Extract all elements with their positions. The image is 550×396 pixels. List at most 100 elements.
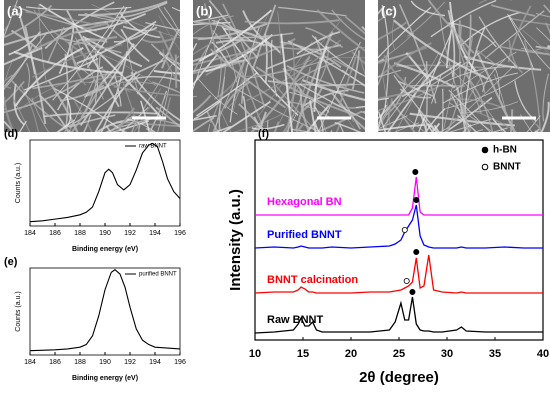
fiber [351,51,365,65]
fiber [338,123,344,132]
series-line [254,254,543,294]
fiber [520,114,533,132]
fiber [278,6,347,17]
series-line [29,142,181,223]
fiber [331,57,365,59]
fiber [302,18,343,64]
fiber [267,80,354,87]
legend-label: purified BNNT [139,272,177,278]
x-tick-label: 10 [249,348,261,360]
fiber [158,15,180,52]
fiber [194,21,252,36]
fiber [4,32,48,88]
fiber [26,6,132,11]
fiber [223,27,282,54]
fiber [4,4,53,39]
fiber [464,73,494,132]
fiber [378,124,425,132]
fiber [335,120,342,132]
fiber [478,0,512,5]
x-tick-label: 40 [537,348,549,360]
fiber [295,122,305,132]
fiber [299,89,311,132]
fiber [84,38,163,119]
fiber [536,123,543,132]
fiber [197,78,238,115]
fiber [205,42,260,76]
x-tick-label: 15 [297,348,309,360]
fiber [222,3,266,109]
fiber [545,22,550,35]
fiber [345,117,358,132]
fiber [13,5,97,32]
fiber [251,123,285,130]
peak-marker [403,277,410,284]
fiber [482,58,506,92]
panel-label: (b) [196,3,213,18]
fiber [111,120,150,132]
fiber [475,111,518,132]
x-tick-label: 194 [149,359,161,366]
fiber [378,69,402,78]
fiber [158,30,180,79]
x-axis-label: 2θ (degree) [359,369,439,386]
fiber [507,13,535,70]
fiber [264,33,268,83]
fiber [140,37,175,44]
fiber [161,28,180,69]
fiber [4,58,14,85]
fiber [382,75,392,132]
fiber [359,57,365,76]
fiber [398,3,437,104]
fiber [448,102,494,132]
x-tick-label: 192 [124,230,136,237]
fiber [174,54,178,88]
fiber [235,87,321,132]
x-tick-label: 186 [49,359,61,366]
fibers [378,0,550,132]
fiber [162,49,177,80]
fiber [108,81,177,92]
fiber [431,74,442,104]
fiber [79,43,135,127]
fiber [84,12,131,22]
x-tick-label: 186 [49,230,61,237]
x-tick-label: 188 [74,359,86,366]
sem-image: (b) [193,0,365,132]
fiber [290,128,313,132]
fiber [509,15,550,70]
fiber [393,74,438,132]
fiber [199,9,273,62]
fiber [391,101,416,132]
fiber [314,106,324,132]
fiber [4,47,43,66]
fiber [72,12,146,34]
x-tick-label: 194 [149,230,161,237]
fibers [4,0,180,132]
fiber [534,130,541,132]
fiber [383,54,413,89]
fiber [227,79,244,109]
fiber [145,22,180,32]
x-axis-label: Binding energy (eV) [72,375,138,382]
fiber [387,61,442,132]
x-tick-label: 192 [124,359,136,366]
fiber [94,71,138,132]
fiber [193,100,222,120]
fiber [217,119,222,132]
fiber [133,88,161,132]
series-label: Purified BNNT [267,229,342,241]
fiber [450,93,471,132]
fiber [472,129,484,132]
fiber [193,53,219,86]
fiber [4,81,81,114]
x-tick-label: 196 [174,230,186,237]
fiber [32,44,123,78]
fiber [253,116,263,132]
fiber [193,37,244,63]
fiber [214,76,226,132]
fiber [535,46,550,51]
fiber [498,45,550,56]
fiber [441,88,444,132]
fiber [430,0,497,38]
